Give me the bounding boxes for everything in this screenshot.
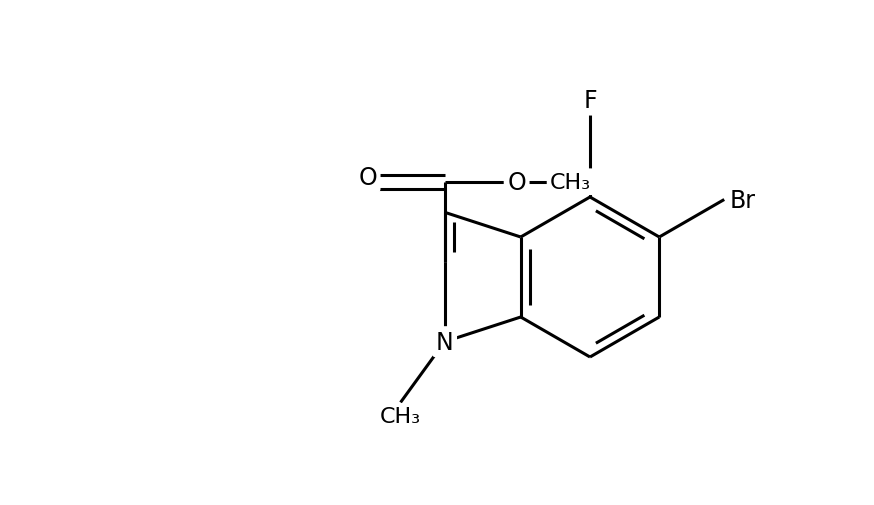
- Text: F: F: [583, 89, 597, 113]
- Text: O: O: [358, 166, 377, 189]
- Text: O: O: [507, 170, 526, 194]
- Text: CH₃: CH₃: [550, 172, 591, 192]
- Text: CH₃: CH₃: [380, 407, 421, 427]
- Text: Br: Br: [729, 188, 755, 212]
- Text: N: N: [436, 330, 454, 354]
